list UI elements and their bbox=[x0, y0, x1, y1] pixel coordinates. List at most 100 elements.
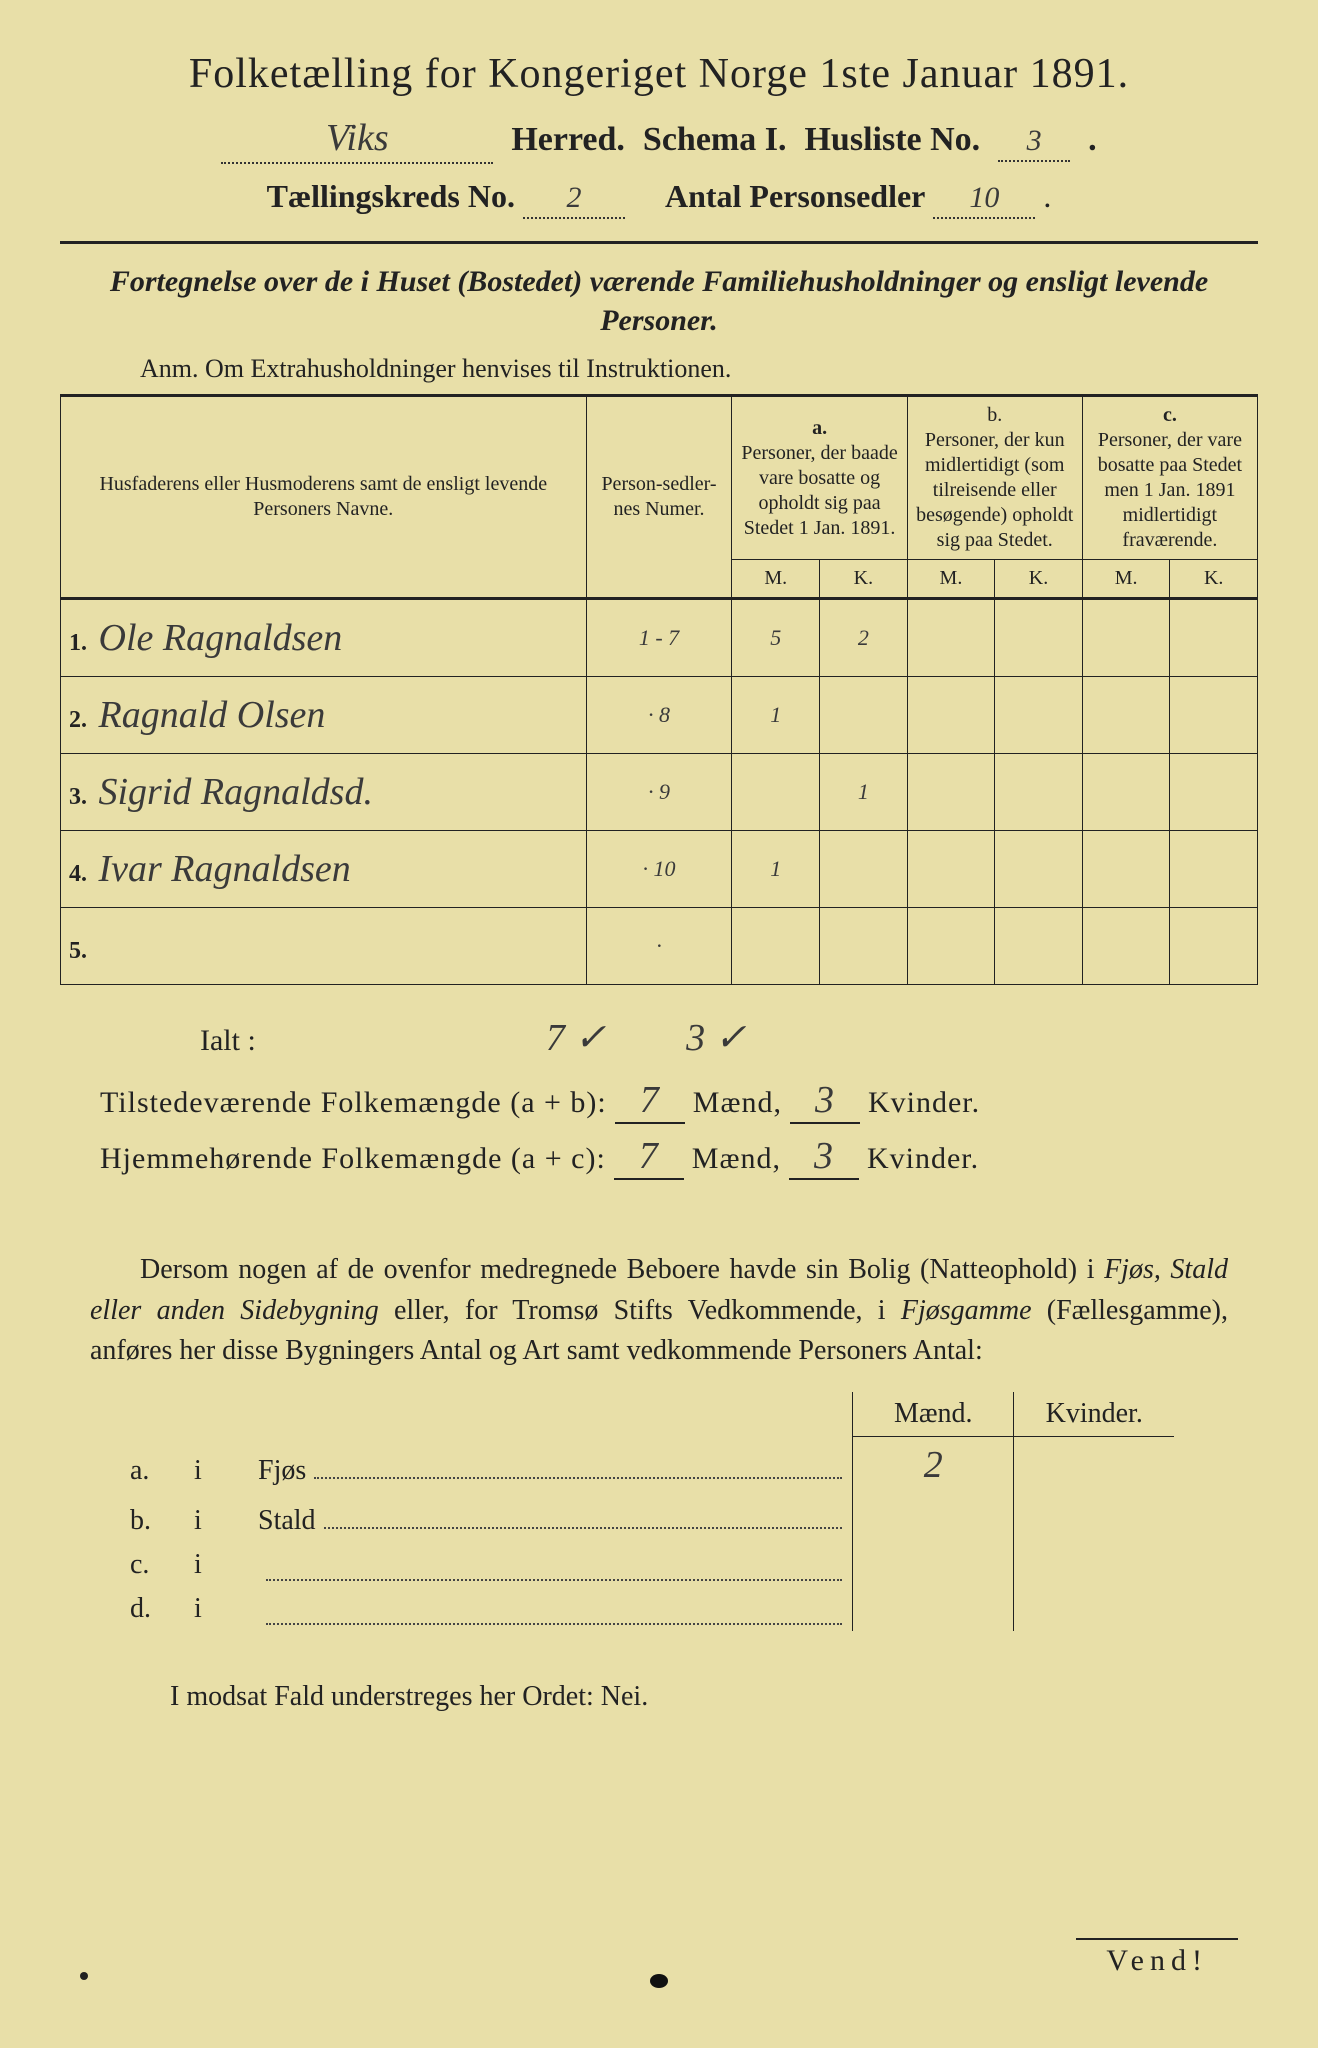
tot1-label: Tilstedeværende Folkemængde (a + b): bbox=[100, 1086, 607, 1120]
table-row: 2. Ragnald Olsen · 8 1 bbox=[61, 677, 1258, 754]
table-row: 1. Ole Ragnaldsen 1 - 7 5 2 bbox=[61, 599, 1258, 677]
bld-m bbox=[853, 1493, 1014, 1543]
col-numer: Person-sedler-nes Numer. bbox=[586, 396, 732, 599]
subtitle: Fortegnelse over de i Huset (Bostedet) v… bbox=[60, 262, 1258, 340]
row-am: 1 bbox=[732, 831, 820, 908]
bld-k bbox=[1014, 1543, 1175, 1587]
husliste-value: 3 bbox=[998, 124, 1070, 162]
buildings-table: Mænd. Kvinder. a. i Fjøs 2 b. i Stald c.… bbox=[120, 1392, 1174, 1631]
ialt-k: 3 ✓ bbox=[686, 1015, 746, 1060]
kreds-label: Tællingskreds No. bbox=[267, 178, 515, 214]
building-row: b. i Stald bbox=[120, 1493, 1174, 1543]
row-num-cell: · 9 bbox=[586, 754, 732, 831]
row-bm bbox=[907, 677, 995, 754]
schema-label: Schema I. bbox=[643, 121, 787, 159]
tot2-maend: Mænd, bbox=[692, 1142, 781, 1176]
row-cm bbox=[1082, 831, 1170, 908]
herred-value: Viks bbox=[221, 116, 493, 164]
row-ak: 2 bbox=[820, 599, 908, 677]
tot2-kvinder: Kvinder. bbox=[867, 1142, 979, 1176]
bld-i: i bbox=[184, 1543, 248, 1587]
row-cm bbox=[1082, 754, 1170, 831]
bld-name-cell bbox=[248, 1543, 853, 1587]
bld-name-cell: Fjøs bbox=[248, 1436, 853, 1493]
row-cm bbox=[1082, 677, 1170, 754]
bld-k bbox=[1014, 1493, 1175, 1543]
rule-1 bbox=[60, 241, 1258, 244]
census-table: Husfaderens eller Husmoderens samt de en… bbox=[60, 394, 1258, 985]
totals-block: Ialt : 7 ✓ 3 ✓ Tilstedeværende Folkemæng… bbox=[60, 1015, 1258, 1180]
row-ck bbox=[1170, 908, 1258, 985]
census-form-page: Folketælling for Kongeriget Norge 1ste J… bbox=[0, 0, 1318, 2048]
bld-i: i bbox=[184, 1436, 248, 1493]
building-row: a. i Fjøs 2 bbox=[120, 1436, 1174, 1493]
col-a-head: a. Personer, der baade vare bosatte og o… bbox=[732, 396, 907, 560]
vend-label: Vend! bbox=[1076, 1938, 1238, 1978]
husliste-label: Husliste No. bbox=[804, 121, 980, 159]
page-title: Folketælling for Kongeriget Norge 1ste J… bbox=[60, 50, 1258, 98]
bld-k bbox=[1014, 1587, 1175, 1631]
header-line-1: Viks Herred. Schema I. Husliste No. 3 . bbox=[60, 116, 1258, 164]
row-bm bbox=[907, 754, 995, 831]
building-row: c. i bbox=[120, 1543, 1174, 1587]
bld-k bbox=[1014, 1436, 1175, 1493]
tot1-k: 3 bbox=[790, 1078, 860, 1124]
ialt-label: Ialt : bbox=[200, 1024, 256, 1058]
row-num-cell: · bbox=[586, 908, 732, 985]
row-name-cell: 1. Ole Ragnaldsen bbox=[61, 599, 587, 677]
tot2-m: 7 bbox=[614, 1134, 684, 1180]
row-ck bbox=[1170, 754, 1258, 831]
row-num-cell: · 8 bbox=[586, 677, 732, 754]
bld-letter: c. bbox=[120, 1543, 184, 1587]
tot1-m: 7 bbox=[615, 1078, 685, 1124]
tot-row-ac: Hjemmehørende Folkemængde (a + c): 7 Mæn… bbox=[100, 1134, 1258, 1180]
col-a-m: M. bbox=[732, 560, 820, 599]
herred-label: Herred. bbox=[511, 121, 625, 159]
row-num-cell: 1 - 7 bbox=[586, 599, 732, 677]
row-ck bbox=[1170, 831, 1258, 908]
smallblot bbox=[80, 1972, 88, 1980]
antal-value: 10 bbox=[933, 181, 1035, 219]
bld-m bbox=[853, 1587, 1014, 1631]
col-b-m: M. bbox=[907, 560, 995, 599]
table-row: 5. · bbox=[61, 908, 1258, 985]
kreds-value: 2 bbox=[523, 181, 625, 219]
bld-i: i bbox=[184, 1493, 248, 1543]
tot-row-ab: Tilstedeværende Folkemængde (a + b): 7 M… bbox=[100, 1078, 1258, 1124]
row-name-cell: 2. Ragnald Olsen bbox=[61, 677, 587, 754]
bld-letter: b. bbox=[120, 1493, 184, 1543]
table-row: 4. Ivar Ragnaldsen · 10 1 bbox=[61, 831, 1258, 908]
modsat-line: I modsat Fald understreges her Ordet: Ne… bbox=[170, 1681, 1258, 1713]
row-ak: 1 bbox=[820, 754, 908, 831]
row-bk bbox=[995, 599, 1083, 677]
tot1-maend: Mænd, bbox=[693, 1086, 782, 1120]
bld-head-m: Mænd. bbox=[853, 1392, 1014, 1437]
bld-letter: a. bbox=[120, 1436, 184, 1493]
buildings-paragraph: Dersom nogen af de ovenfor medregnede Be… bbox=[90, 1250, 1228, 1372]
col-b-head: b. Personer, der kun midlertidigt (som t… bbox=[907, 396, 1082, 560]
row-name-cell: 5. bbox=[61, 908, 587, 985]
row-ak bbox=[820, 908, 908, 985]
row-name-cell: 3. Sigrid Ragnaldsd. bbox=[61, 754, 587, 831]
row-bk bbox=[995, 754, 1083, 831]
bld-head-k: Kvinder. bbox=[1014, 1392, 1175, 1437]
row-bm bbox=[907, 599, 995, 677]
row-ck bbox=[1170, 677, 1258, 754]
col-c-head: c. Personer, der vare bosatte paa Stedet… bbox=[1082, 396, 1257, 560]
row-am: 1 bbox=[732, 677, 820, 754]
inkblot bbox=[650, 1974, 668, 1988]
bld-i: i bbox=[184, 1587, 248, 1631]
row-cm bbox=[1082, 599, 1170, 677]
col-a-k: K. bbox=[820, 560, 908, 599]
col-c-m: M. bbox=[1082, 560, 1170, 599]
row-name-cell: 4. Ivar Ragnaldsen bbox=[61, 831, 587, 908]
col-b-k: K. bbox=[995, 560, 1083, 599]
bld-name-cell: Stald bbox=[248, 1493, 853, 1543]
tot2-label: Hjemmehørende Folkemængde (a + c): bbox=[100, 1142, 606, 1176]
building-row: d. i bbox=[120, 1587, 1174, 1631]
row-num-cell: · 10 bbox=[586, 831, 732, 908]
bld-m: 2 bbox=[853, 1436, 1014, 1493]
row-ak bbox=[820, 677, 908, 754]
row-am: 5 bbox=[732, 599, 820, 677]
anm-note: Anm. Om Extrahusholdninger henvises til … bbox=[140, 354, 1258, 384]
